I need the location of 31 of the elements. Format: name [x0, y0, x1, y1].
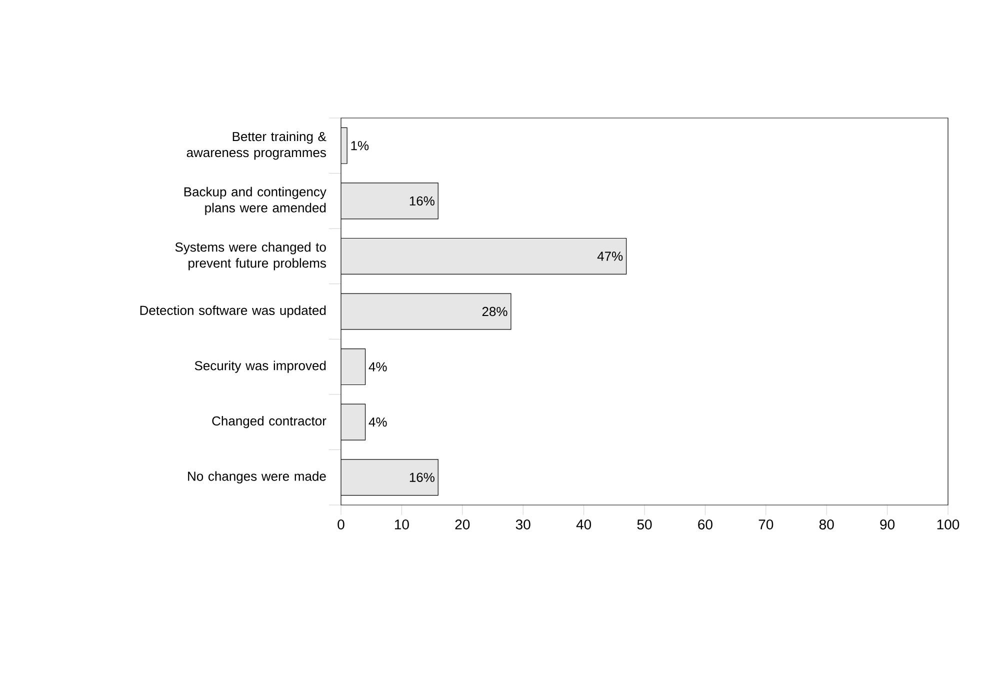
- data-label: 4%: [368, 418, 387, 427]
- y-tick-label: Systems were changed to prevent future problems: [175, 242, 326, 270]
- data-label: 1%: [351, 141, 369, 150]
- bar: [341, 238, 627, 274]
- x-tick-label: 100: [937, 520, 960, 530]
- x-tick-label: 80: [819, 520, 834, 530]
- y-tick-label: No changes were made: [188, 471, 326, 484]
- bar: [341, 459, 438, 496]
- x-tick-label: 90: [880, 520, 895, 530]
- data-label: 47%: [597, 252, 623, 261]
- x-tick-label: 40: [576, 520, 592, 530]
- x-tick-label: 30: [516, 520, 530, 530]
- x-tick-label: 60: [698, 520, 712, 530]
- y-tick-label: Changed contractor: [212, 416, 326, 428]
- x-tick-label: 0: [338, 520, 344, 530]
- bar: [341, 348, 366, 386]
- x-tick-label: 20: [455, 520, 470, 530]
- data-label: 16%: [410, 472, 434, 482]
- data-label: 4%: [368, 362, 387, 372]
- x-tick-label: 10: [394, 520, 409, 530]
- x-tick-label: 50: [637, 520, 652, 530]
- bar: [341, 293, 512, 330]
- x-tick-label: 70: [758, 520, 774, 530]
- bar: [341, 404, 366, 440]
- y-tick-label: Detection software was updated: [140, 305, 326, 318]
- data-label: 16%: [410, 196, 434, 206]
- y-tick-label: Better training & awareness programmes: [186, 132, 326, 160]
- bar: [341, 182, 438, 220]
- y-tick-label: Backup and contingency plans were amended: [184, 186, 326, 215]
- data-label: 28%: [482, 306, 508, 316]
- y-tick-label: Security was improved: [194, 360, 326, 373]
